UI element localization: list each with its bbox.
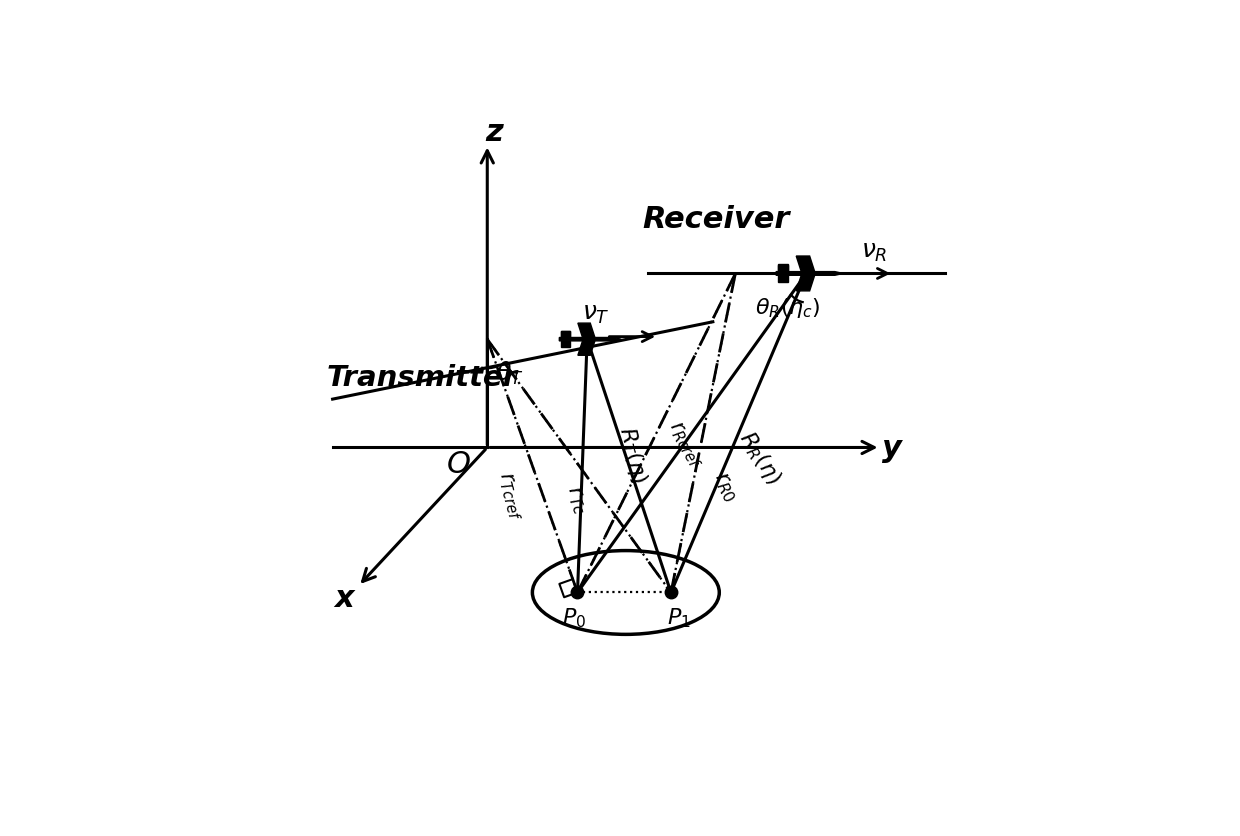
Text: z: z [485, 118, 502, 147]
Polygon shape [560, 331, 570, 339]
Text: y: y [882, 433, 901, 462]
Text: $P_1$: $P_1$ [667, 606, 691, 630]
Text: $r_{R0}$: $r_{R0}$ [708, 468, 740, 505]
Text: $\nu_R$: $\nu_R$ [861, 240, 887, 263]
Polygon shape [777, 266, 787, 273]
Polygon shape [578, 324, 595, 338]
Text: $\theta_T$: $\theta_T$ [496, 359, 523, 386]
Text: x: x [335, 584, 353, 613]
Polygon shape [796, 276, 815, 292]
Text: Transmitter: Transmitter [326, 363, 517, 391]
Polygon shape [560, 332, 570, 338]
Text: $r_{Tc}$: $r_{Tc}$ [562, 482, 590, 517]
Polygon shape [560, 341, 570, 348]
Polygon shape [777, 276, 787, 283]
Text: $R_T(\eta)$: $R_T(\eta)$ [614, 424, 651, 485]
Polygon shape [578, 341, 595, 356]
Text: $\nu_T$: $\nu_T$ [582, 302, 609, 325]
Text: $R_R(\eta)$: $R_R(\eta)$ [734, 426, 786, 488]
Text: $r_{Rcref}$: $r_{Rcref}$ [665, 418, 707, 472]
Polygon shape [776, 273, 843, 276]
Polygon shape [559, 338, 621, 341]
Polygon shape [777, 265, 787, 274]
Text: $\theta_R(\eta_c)$: $\theta_R(\eta_c)$ [755, 296, 821, 320]
Text: $O$: $O$ [446, 450, 471, 478]
Text: Receiver: Receiver [642, 205, 790, 234]
Polygon shape [796, 257, 815, 273]
Text: $r_{Tcref}$: $r_{Tcref}$ [494, 470, 526, 522]
Text: $P_0$: $P_0$ [562, 606, 587, 630]
